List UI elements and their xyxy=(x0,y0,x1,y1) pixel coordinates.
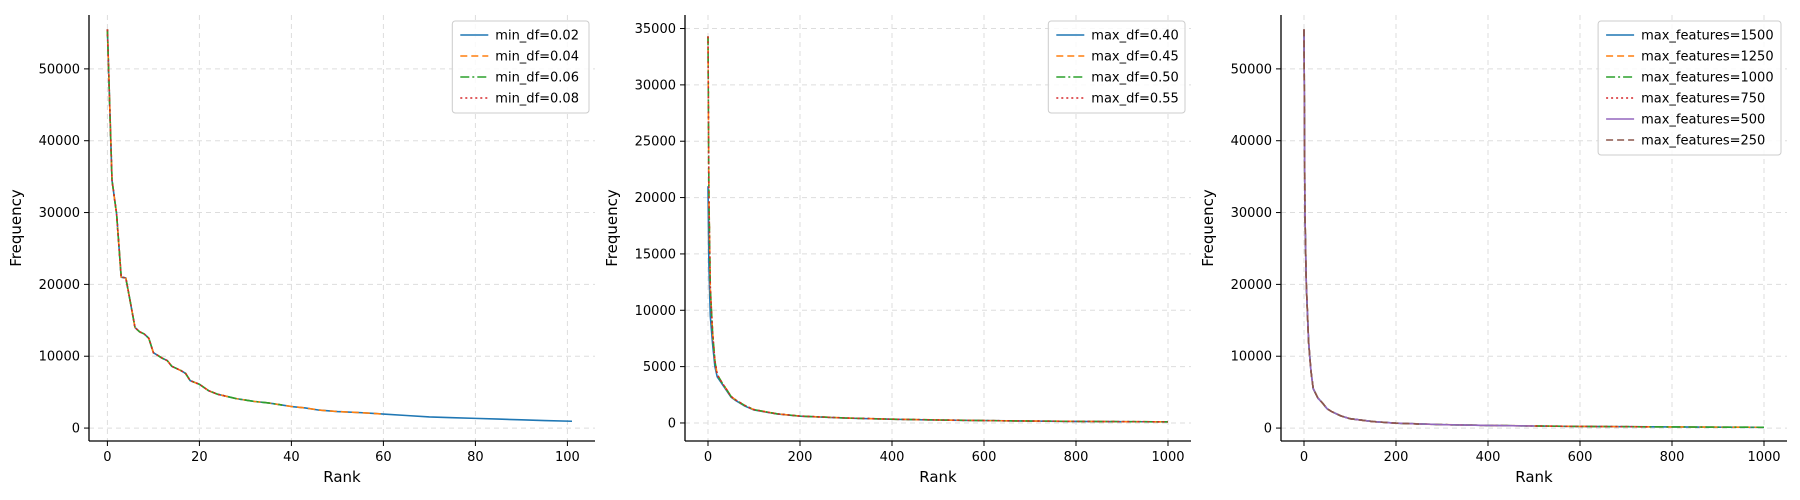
x-tick-label: 60 xyxy=(375,450,392,465)
legend-label: max_df=0.45 xyxy=(1091,50,1179,65)
y-tick-label: 20000 xyxy=(39,278,80,293)
y-tick-label: 20000 xyxy=(1231,278,1272,293)
x-tick-label: 0 xyxy=(1300,450,1308,465)
y-axis-label: Frequency xyxy=(7,189,25,267)
y-tick-label: 50000 xyxy=(1231,62,1272,77)
x-tick-label: 1000 xyxy=(1747,450,1780,465)
chart-panel-3: 0 200 400 600 800 100001000020000300004000050… xyxy=(1199,15,1787,486)
chart-panel-2: 0 200 400 600 800 100005000100001500020000250… xyxy=(603,15,1191,486)
legend-label: max_df=0.50 xyxy=(1091,71,1179,86)
series-lines xyxy=(707,36,1169,423)
y-tick-label: 0 xyxy=(72,422,80,437)
legend-label: min_df=0.04 xyxy=(495,50,579,65)
x-tick-label: 1000 xyxy=(1151,450,1184,465)
x-tick-label: 600 xyxy=(972,450,997,465)
x-tick-label: 80 xyxy=(467,450,484,465)
y-tick-label: 15000 xyxy=(635,247,676,262)
series-line-4 xyxy=(707,36,1169,423)
legend-label: max_features=250 xyxy=(1641,134,1765,149)
legend-label: max_features=500 xyxy=(1641,113,1765,128)
y-tick-label: 35000 xyxy=(635,22,676,37)
series-lines xyxy=(1303,29,1765,429)
legend-label: max_features=750 xyxy=(1641,92,1765,107)
y-tick-label: 0 xyxy=(668,416,676,431)
series-line-2 xyxy=(1303,29,1765,429)
legend-box xyxy=(1047,20,1186,114)
series-line-5 xyxy=(1303,29,1535,427)
y-tick-label: 10000 xyxy=(635,304,676,319)
chart-panel-1: 0 20 40 60 80 100 0 10000 20000 30000 40000 50000 Ra… xyxy=(7,15,595,486)
x-tick-label: 400 xyxy=(1476,450,1501,465)
legend: max_df=0.40 max_df=0.45 max_df=0.50 max_df=… xyxy=(1047,20,1186,114)
series-line-4 xyxy=(106,29,228,398)
series-lines xyxy=(106,29,573,423)
x-tick-label: 0 xyxy=(704,450,712,465)
y-tick-label: 30000 xyxy=(635,78,676,93)
y-tick-label: 50000 xyxy=(39,62,80,77)
y-tick-label: 5000 xyxy=(643,360,676,375)
y-axis-label: Frequency xyxy=(603,189,621,267)
legend-box xyxy=(451,20,590,114)
y-tick-label: 30000 xyxy=(1231,206,1272,221)
y-tick-label: 10000 xyxy=(1231,350,1272,365)
series-line-6 xyxy=(1303,29,1420,425)
x-axis-label: Rank xyxy=(323,468,361,486)
y-tick-label: 40000 xyxy=(1231,134,1272,149)
y-axis-label: Frequency xyxy=(1199,189,1217,267)
chart-panels: 0 20 40 60 80 10001000020000300004000050000Ra… xyxy=(7,15,1787,486)
legend-label: max_df=0.55 xyxy=(1091,92,1179,107)
legend-label: min_df=0.06 xyxy=(495,71,579,86)
y-tick-label: 20000 xyxy=(635,191,676,206)
legend-label: min_df=0.02 xyxy=(495,29,579,44)
legend-label: min_df=0.08 xyxy=(495,92,579,107)
legend-label: max_features=1250 xyxy=(1641,50,1774,65)
x-tick-label: 20 xyxy=(191,450,208,465)
y-tick-label: 40000 xyxy=(39,134,80,149)
x-tick-label: 400 xyxy=(880,450,905,465)
x-tick-label: 0 xyxy=(103,450,111,465)
x-axis-label: Rank xyxy=(1515,468,1553,486)
x-tick-label: 100 xyxy=(555,450,580,465)
legend-box xyxy=(1597,20,1782,156)
x-tick-label: 800 xyxy=(1064,450,1089,465)
x-tick-label: 600 xyxy=(1568,450,1593,465)
y-tick-label: 10000 xyxy=(39,350,80,365)
series-line-3 xyxy=(106,29,283,406)
legend-label: max_df=0.40 xyxy=(1091,29,1179,44)
legend-label: max_features=1000 xyxy=(1641,71,1774,86)
x-axis-label: Rank xyxy=(919,468,957,486)
y-tick-label: 0 xyxy=(1264,422,1272,437)
x-tick-label: 200 xyxy=(1384,450,1409,465)
y-tick-label: 30000 xyxy=(39,206,80,221)
x-tick-label: 200 xyxy=(788,450,813,465)
x-tick-label: 800 xyxy=(1660,450,1685,465)
legend: min_df=0.02 min_df=0.04 min_df=0.06 min_df=… xyxy=(451,20,590,114)
y-tick-label: 25000 xyxy=(635,135,676,150)
x-tick-label: 40 xyxy=(283,450,300,465)
legend-label: max_features=1500 xyxy=(1641,29,1774,44)
legend: max_features=1500 max_features=1250 max_fe… xyxy=(1597,20,1782,156)
